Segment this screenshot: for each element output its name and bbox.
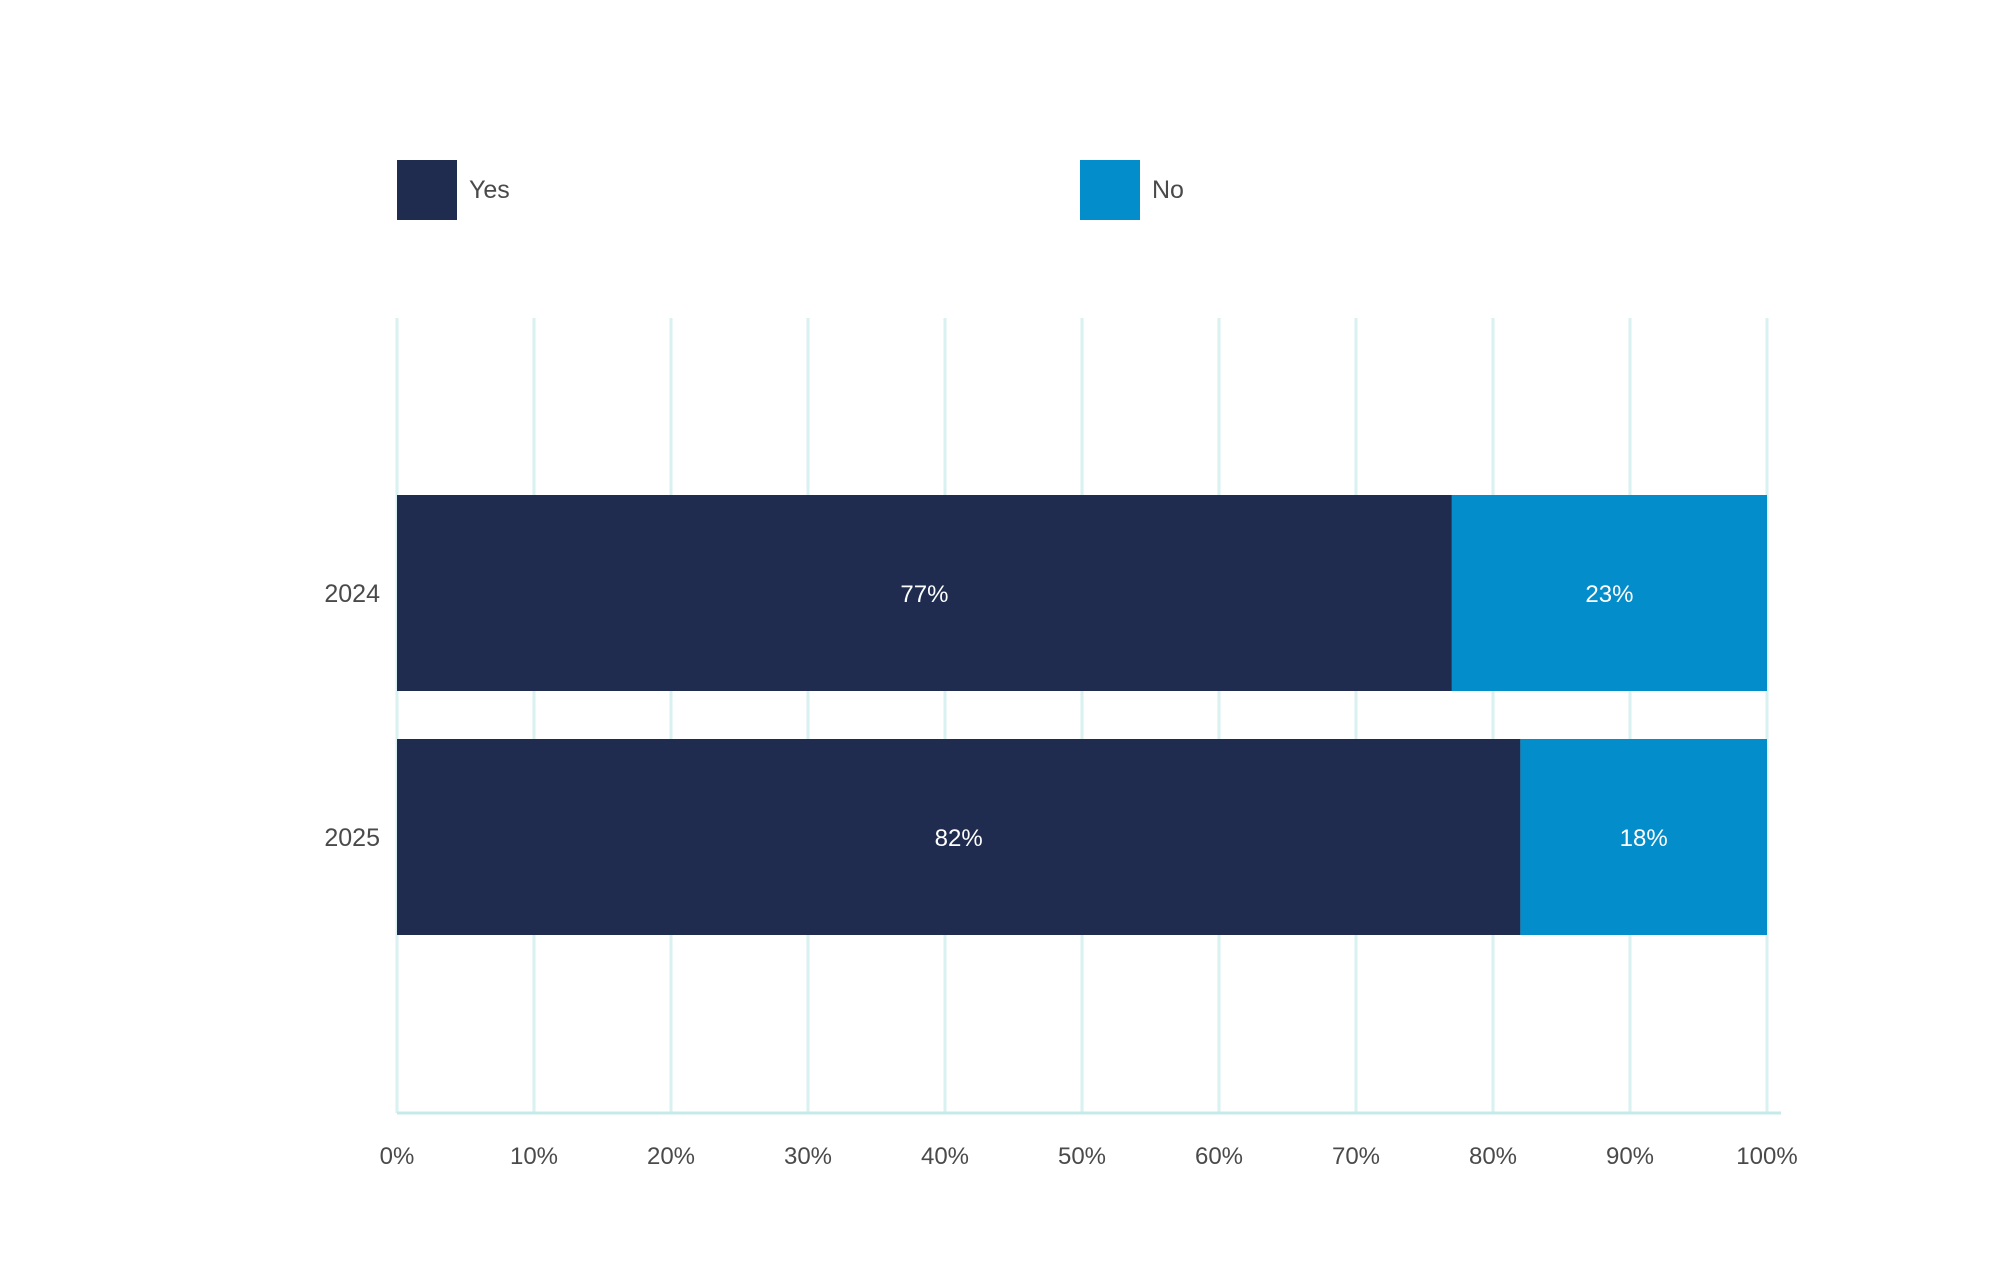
x-tick-label: 40% — [921, 1143, 969, 1170]
bar-yes-2025 — [397, 739, 1521, 935]
bar-no-2024 — [1451, 495, 1767, 691]
legend-swatch-no — [1080, 160, 1140, 220]
data-label-yes-2025: 82% — [935, 825, 983, 852]
bar-no-2025 — [1520, 739, 1767, 935]
data-label-no-2024: 23% — [1585, 581, 1633, 608]
x-tick-label: 10% — [510, 1143, 558, 1170]
data-label-no-2025: 18% — [1620, 825, 1668, 852]
legend-swatch-yes — [397, 160, 457, 220]
x-tick-label: 80% — [1469, 1143, 1517, 1170]
x-tick-label: 60% — [1195, 1143, 1243, 1170]
x-tick-label: 90% — [1606, 1143, 1654, 1170]
x-tick-label: 70% — [1332, 1143, 1380, 1170]
x-tick-label: 50% — [1058, 1143, 1106, 1170]
data-label-yes-2024: 77% — [900, 581, 948, 608]
x-tick-label: 100% — [1736, 1143, 1797, 1170]
x-tick-label: 30% — [784, 1143, 832, 1170]
y-tick-label-2025: 2025 — [324, 824, 380, 852]
legend-item-no: No — [1080, 160, 1184, 220]
x-tick-label: 20% — [647, 1143, 695, 1170]
bar-yes-2024 — [397, 495, 1452, 691]
x-tick-label: 0% — [380, 1143, 415, 1170]
legend-label-yes: Yes — [469, 175, 510, 204]
legend-label-no: No — [1152, 175, 1184, 204]
y-tick-label-2024: 2024 — [324, 580, 380, 608]
legend-item-yes: Yes — [397, 160, 510, 220]
